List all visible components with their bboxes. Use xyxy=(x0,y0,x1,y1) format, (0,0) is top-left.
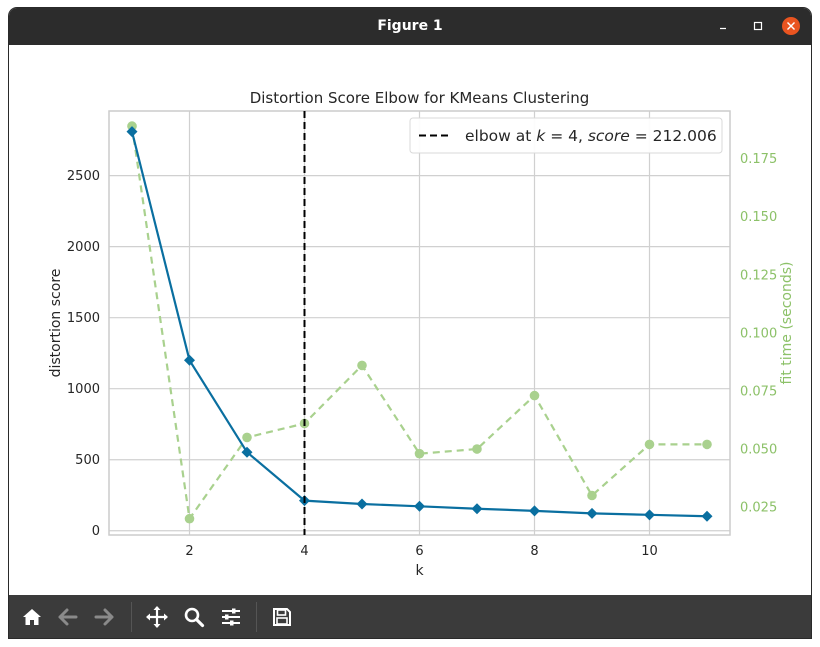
distortion-point xyxy=(471,503,483,515)
y2-tick-label: 0.050 xyxy=(740,443,777,458)
y2-tick-label: 0.075 xyxy=(740,384,777,399)
distortion-point xyxy=(356,498,368,510)
y2-tick-label: 0.100 xyxy=(740,326,777,341)
x-tick-label: 2 xyxy=(185,544,193,559)
distortion-point xyxy=(529,505,540,517)
save-icon[interactable] xyxy=(268,603,296,631)
y2-tick-label: 0.025 xyxy=(740,501,777,516)
y-tick-label: 1500 xyxy=(67,311,100,326)
home-icon[interactable] xyxy=(18,603,46,631)
configure-subplots-icon[interactable] xyxy=(217,603,245,631)
y2-tick-label: 0.150 xyxy=(740,210,777,225)
fit-time-point xyxy=(184,513,195,524)
x-tick-label: 6 xyxy=(415,544,423,559)
forward-arrow-icon[interactable] xyxy=(90,603,118,631)
axes-frame xyxy=(108,110,731,536)
x-tick-label: 10 xyxy=(641,544,658,559)
y-tick-label: 500 xyxy=(75,453,100,468)
distortion-point xyxy=(241,446,253,458)
y2-tick-label: 0.125 xyxy=(740,268,777,283)
toolbar-separator xyxy=(256,602,257,632)
y2-axis-label: fit time (seconds) xyxy=(779,262,795,385)
distortion-point xyxy=(126,126,138,138)
y2-tick-label: 0.175 xyxy=(740,152,777,167)
y-tick-label: 2500 xyxy=(67,169,100,184)
zoom-icon[interactable] xyxy=(180,603,208,631)
toolbar-separator xyxy=(131,602,132,632)
window-title: Figure 1 xyxy=(377,18,443,34)
y-tick-label: 0 xyxy=(92,524,100,539)
close-icon[interactable] xyxy=(782,17,800,35)
move-icon[interactable] xyxy=(143,603,171,631)
distortion-point xyxy=(701,510,713,522)
legend-elbow-label: elbow at k = 4, score = 212.006 xyxy=(465,127,717,145)
fit-time-point xyxy=(587,490,597,501)
minimize-icon[interactable] xyxy=(714,17,732,35)
distortion-point xyxy=(184,354,195,366)
y-tick-label: 1000 xyxy=(67,382,100,397)
legend-box xyxy=(409,117,723,154)
fit-time-point xyxy=(472,444,482,454)
fit-time-point xyxy=(242,432,252,443)
fit-time-point xyxy=(529,390,540,401)
chart-title: Distortion Score Elbow for KMeans Cluste… xyxy=(250,89,590,107)
x-axis-label: k xyxy=(415,563,424,579)
fit-time-point xyxy=(702,439,712,450)
fit-time-point xyxy=(644,439,655,450)
y-axis-label: distortion score xyxy=(48,269,64,378)
x-tick-label: 8 xyxy=(530,544,538,559)
y-tick-label: 2000 xyxy=(67,240,100,255)
x-tick-label: 4 xyxy=(300,544,308,559)
back-arrow-icon[interactable] xyxy=(54,603,82,631)
fit-time-point xyxy=(357,360,367,371)
navigation-toolbar xyxy=(9,595,811,638)
maximize-icon[interactable] xyxy=(749,17,767,35)
distortion-point xyxy=(586,507,598,519)
title-bar: Figure 1 xyxy=(9,8,811,45)
distortion-point xyxy=(414,500,425,512)
distortion-point xyxy=(644,509,655,521)
fit-time-point xyxy=(414,448,425,459)
